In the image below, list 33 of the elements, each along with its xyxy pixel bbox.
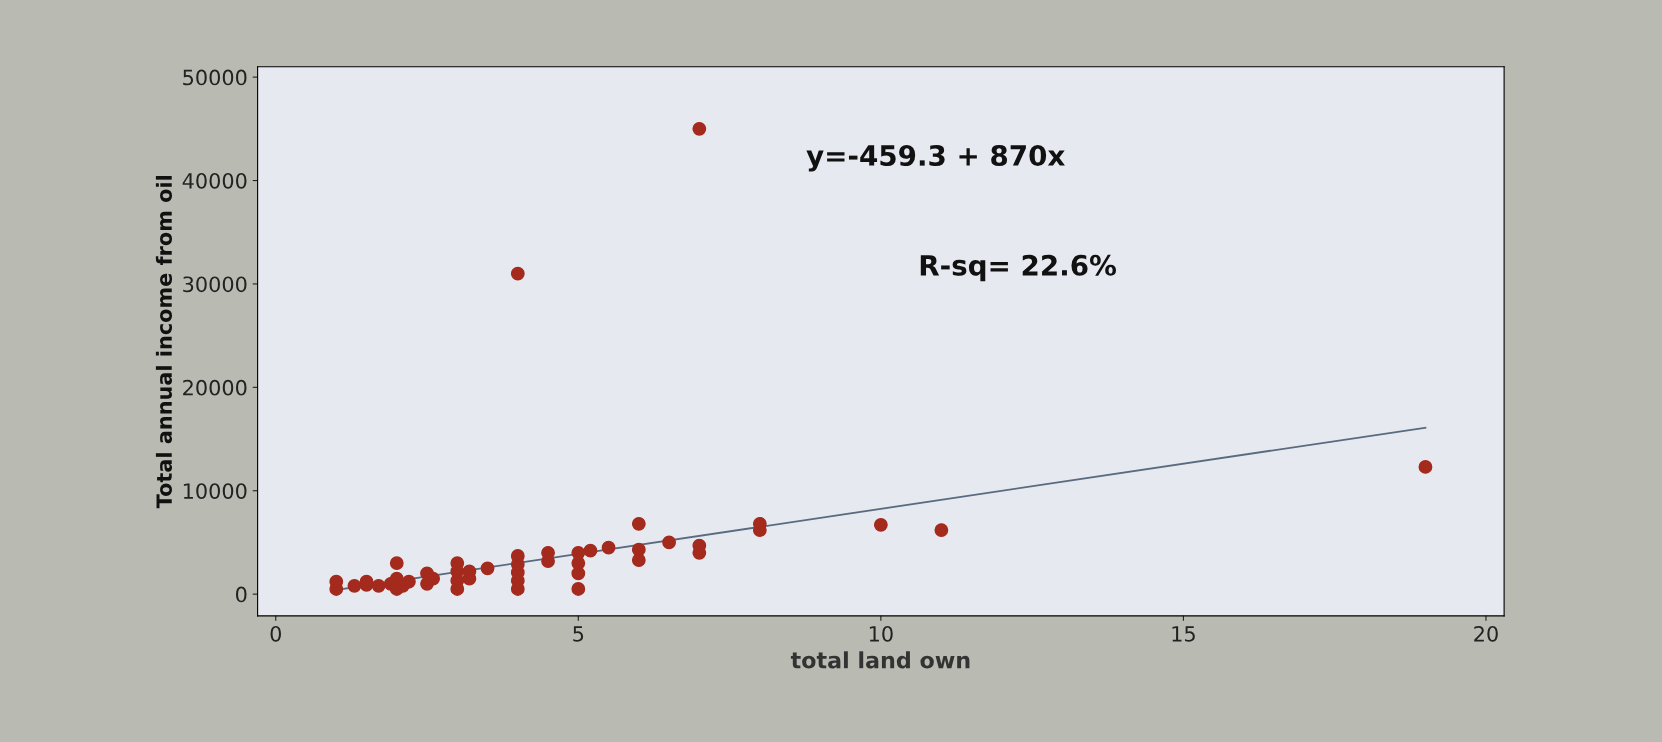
y-axis-title: Total annual income from oil: [155, 176, 173, 509]
y-tick-label: 50000: [183, 69, 247, 86]
y-tick-label: 40000: [182, 172, 247, 189]
x-tick-label: 15: [1172, 626, 1195, 642]
point: [480, 561, 495, 576]
point: [631, 542, 646, 557]
point: [389, 556, 404, 571]
point: [631, 516, 646, 531]
point: [571, 545, 586, 560]
point: [347, 578, 362, 593]
point: [873, 517, 888, 532]
point: [601, 540, 616, 555]
y-tick-label: 30000: [183, 276, 247, 293]
point: [934, 523, 949, 537]
y-tick-label: 10000: [183, 483, 247, 499]
x-tick-label: 20: [1474, 625, 1498, 642]
annotation: y=-459.3 + 870x: [806, 145, 1065, 172]
point: [510, 548, 525, 563]
x-axis-title: total land own: [790, 651, 970, 669]
y-tick-label: 20000: [183, 379, 247, 396]
point: [371, 578, 386, 593]
x-tick-label: 10: [869, 625, 893, 642]
point: [510, 266, 525, 281]
point: [662, 535, 676, 550]
annotation: R-sq= 22.6%: [920, 254, 1117, 282]
point: [401, 574, 416, 589]
point: [1418, 460, 1433, 474]
point: [692, 121, 707, 136]
point: [583, 543, 598, 558]
point: [571, 582, 586, 596]
y-tick-label: 0: [236, 586, 247, 603]
x-tick-label: 0: [270, 625, 282, 642]
x-tick-label: 5: [573, 626, 584, 642]
